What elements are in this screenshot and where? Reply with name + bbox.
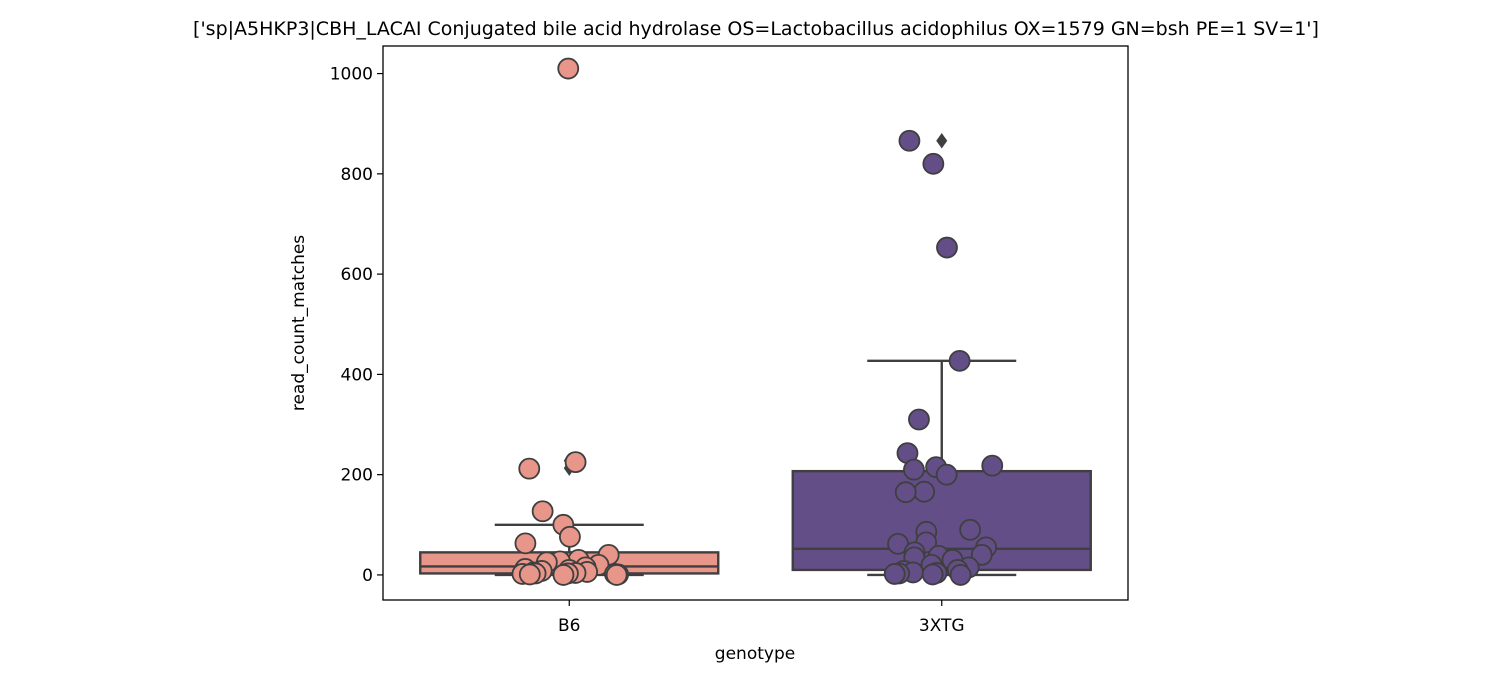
data-point	[564, 451, 587, 474]
data-point	[552, 564, 575, 586]
data-point	[959, 518, 982, 541]
x-tick-label: B6	[558, 616, 580, 636]
plot-frame	[382, 45, 1129, 601]
data-point	[605, 564, 628, 586]
y-axis: 0 200 400 600 800 1000	[330, 65, 383, 586]
y-tick-label: 0	[362, 566, 373, 586]
data-point	[949, 564, 972, 586]
data-point	[922, 152, 945, 175]
x-axis: B6 3XTG	[558, 600, 965, 636]
x-tick-label: 3XTG	[919, 616, 965, 636]
y-tick-label: 800	[341, 165, 373, 185]
x-axis-label: genotype	[715, 644, 795, 664]
data-point	[913, 480, 936, 503]
points-group	[511, 57, 1004, 586]
data-point	[903, 458, 925, 481]
y-tick-label: 600	[341, 265, 373, 285]
y-tick-label: 200	[341, 466, 373, 486]
data-point	[970, 543, 993, 566]
chart-title: ['sp|A5HKP3|CBH_LACAI Conjugated bile ac…	[193, 18, 1319, 40]
outlier-marker	[936, 133, 948, 149]
y-tick-label: 1000	[330, 65, 373, 85]
data-point	[514, 532, 537, 555]
data-point	[894, 481, 917, 504]
data-point	[898, 129, 921, 152]
data-point	[936, 236, 958, 259]
data-point	[518, 563, 541, 586]
data-point	[531, 500, 554, 523]
data-point	[518, 457, 541, 480]
data-point	[557, 57, 580, 80]
data-point	[921, 563, 944, 586]
y-axis-label: read_count_matches	[289, 235, 309, 411]
data-point	[883, 563, 906, 585]
boxes-group	[419, 60, 1092, 577]
data-point	[981, 454, 1004, 477]
data-point	[559, 525, 581, 548]
data-point	[908, 408, 930, 431]
data-point	[935, 463, 958, 486]
data-point	[948, 349, 971, 372]
y-tick-label: 400	[341, 365, 373, 385]
